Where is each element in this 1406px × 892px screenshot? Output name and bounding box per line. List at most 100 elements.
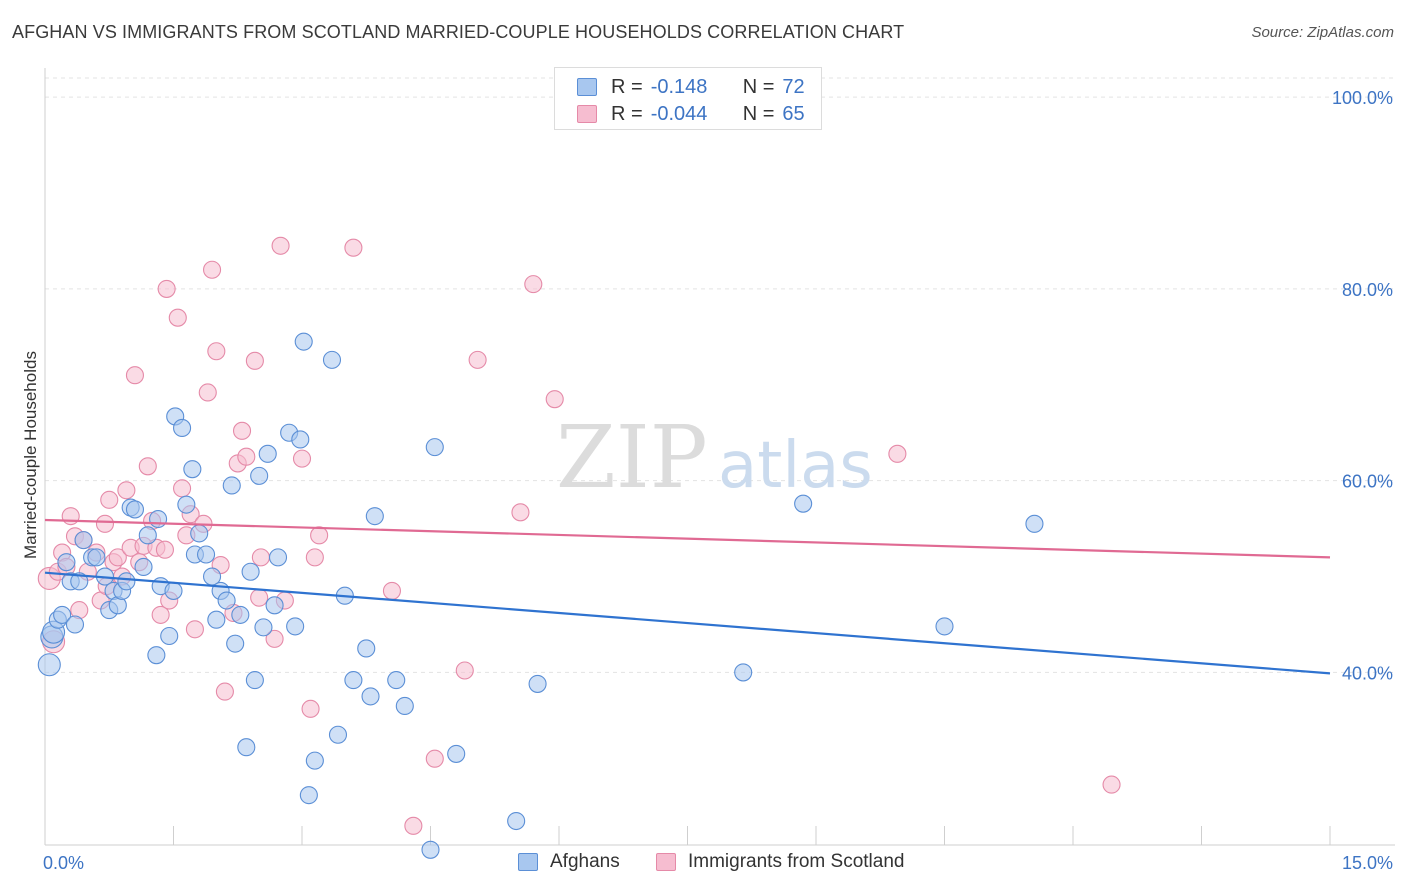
afghans-point	[935, 617, 954, 636]
source-credit: Source: ZipAtlas.com	[1251, 24, 1394, 41]
scotland-point	[117, 481, 136, 500]
afghans-point	[387, 671, 406, 690]
scotland-point	[301, 699, 320, 718]
scotland-point	[545, 390, 564, 409]
watermark-atlas: atlas	[718, 429, 873, 503]
afghans-point	[226, 634, 245, 653]
r-label: R =	[611, 75, 643, 98]
afghans-point	[447, 744, 466, 763]
afghans-point	[173, 418, 192, 437]
scotland-point	[108, 548, 127, 567]
scotland-point	[455, 661, 474, 680]
afghans-point	[322, 350, 342, 369]
afghans-point	[734, 663, 753, 682]
watermark-zip: ZIP	[556, 408, 708, 508]
afghans-point	[357, 639, 376, 658]
y-tick-label: 100.0%	[1332, 88, 1393, 108]
grid-lines	[45, 77, 1395, 673]
afghans-point	[138, 526, 157, 545]
scotland-point	[232, 421, 252, 440]
legend-swatch-scotland	[577, 105, 597, 123]
scotland-point	[173, 479, 192, 498]
scotland-point	[185, 620, 204, 639]
scotland-point	[468, 350, 487, 369]
afghans-point	[237, 738, 256, 757]
afghans-point	[53, 605, 72, 624]
afghans-point	[177, 495, 196, 514]
scotland-point	[251, 548, 270, 567]
n-value: 72	[782, 75, 805, 98]
r-value: -0.044	[650, 102, 708, 125]
y-tick-label: 80.0%	[1342, 280, 1393, 300]
legend-row-scotland: R = -0.044 N = 65	[555, 100, 805, 128]
afghans-point	[258, 444, 277, 463]
scotland-point	[382, 581, 402, 600]
r-label: R =	[611, 102, 643, 125]
afghans-point	[305, 751, 324, 770]
afghans-point	[254, 618, 273, 637]
legend-swatch-scotland	[656, 853, 676, 871]
afghans-point	[286, 617, 305, 636]
scotland-point	[157, 279, 176, 298]
afghans-point	[207, 610, 226, 629]
scotland-point	[250, 588, 269, 607]
afghans-point	[421, 840, 440, 859]
afghans-point	[149, 509, 168, 529]
afghans-point	[147, 646, 166, 665]
y-tick-label: 60.0%	[1342, 472, 1393, 492]
series-legend: Afghans Immigrants from Scotland	[0, 851, 1406, 879]
y-axis-label: Married-couple Households	[21, 351, 40, 559]
legend-row-afghans: R = -0.148 N = 72	[555, 73, 805, 101]
scotland-point	[155, 540, 174, 559]
afghans-point	[70, 572, 89, 591]
scotland-point	[265, 629, 284, 648]
afghans-point	[190, 524, 209, 543]
afghans-point	[328, 725, 348, 744]
afghans-point	[217, 591, 236, 610]
scotland-point	[271, 236, 290, 255]
afghans-point	[344, 671, 363, 690]
afghans-point	[65, 615, 85, 634]
scotland-point	[511, 503, 530, 522]
legend-item-afghans[interactable]: Afghans	[518, 851, 620, 873]
afghans-trend-line	[44, 571, 1331, 675]
scotland-point	[168, 308, 187, 327]
scotland-point	[215, 682, 234, 701]
scotland-trend-line	[44, 518, 1331, 559]
afghans-point	[365, 507, 384, 526]
scotland-point	[888, 444, 907, 463]
scotland-point	[203, 260, 222, 279]
legend-swatch-afghans	[518, 853, 538, 871]
legend-label-scotland: Immigrants from Scotland	[688, 851, 905, 872]
scotland-point	[245, 351, 264, 370]
scotland-point	[292, 449, 312, 468]
y-tick-label: 40.0%	[1342, 663, 1393, 683]
scotland-point	[425, 749, 444, 768]
afghans-point	[57, 553, 76, 572]
legend-label-afghans: Afghans	[550, 851, 620, 872]
afghans-point	[250, 466, 269, 485]
afghans-point	[241, 562, 260, 581]
scotland-point	[344, 238, 363, 257]
afghans-point	[87, 548, 106, 567]
afghans-point	[361, 687, 380, 706]
series-afghans-points	[37, 332, 1044, 859]
scotland-point	[1102, 775, 1121, 794]
scotland-point	[198, 383, 217, 402]
scotland-point	[151, 605, 170, 624]
afghans-point	[507, 811, 526, 831]
scotland-point	[207, 342, 226, 361]
scotland-point	[61, 507, 80, 526]
scotland-point	[125, 366, 144, 385]
r-value: -0.148	[650, 75, 708, 98]
afghans-point	[1025, 514, 1044, 533]
afghans-point	[794, 494, 813, 513]
legend-item-scotland[interactable]: Immigrants from Scotland	[656, 851, 904, 873]
n-label: N =	[742, 102, 775, 125]
scotland-point	[404, 816, 423, 835]
afghans-point	[37, 653, 61, 677]
n-label: N =	[742, 75, 775, 98]
afghans-point	[268, 548, 288, 567]
chart-title: AFGHAN VS IMMIGRANTS FROM SCOTLAND MARRI…	[12, 22, 905, 42]
